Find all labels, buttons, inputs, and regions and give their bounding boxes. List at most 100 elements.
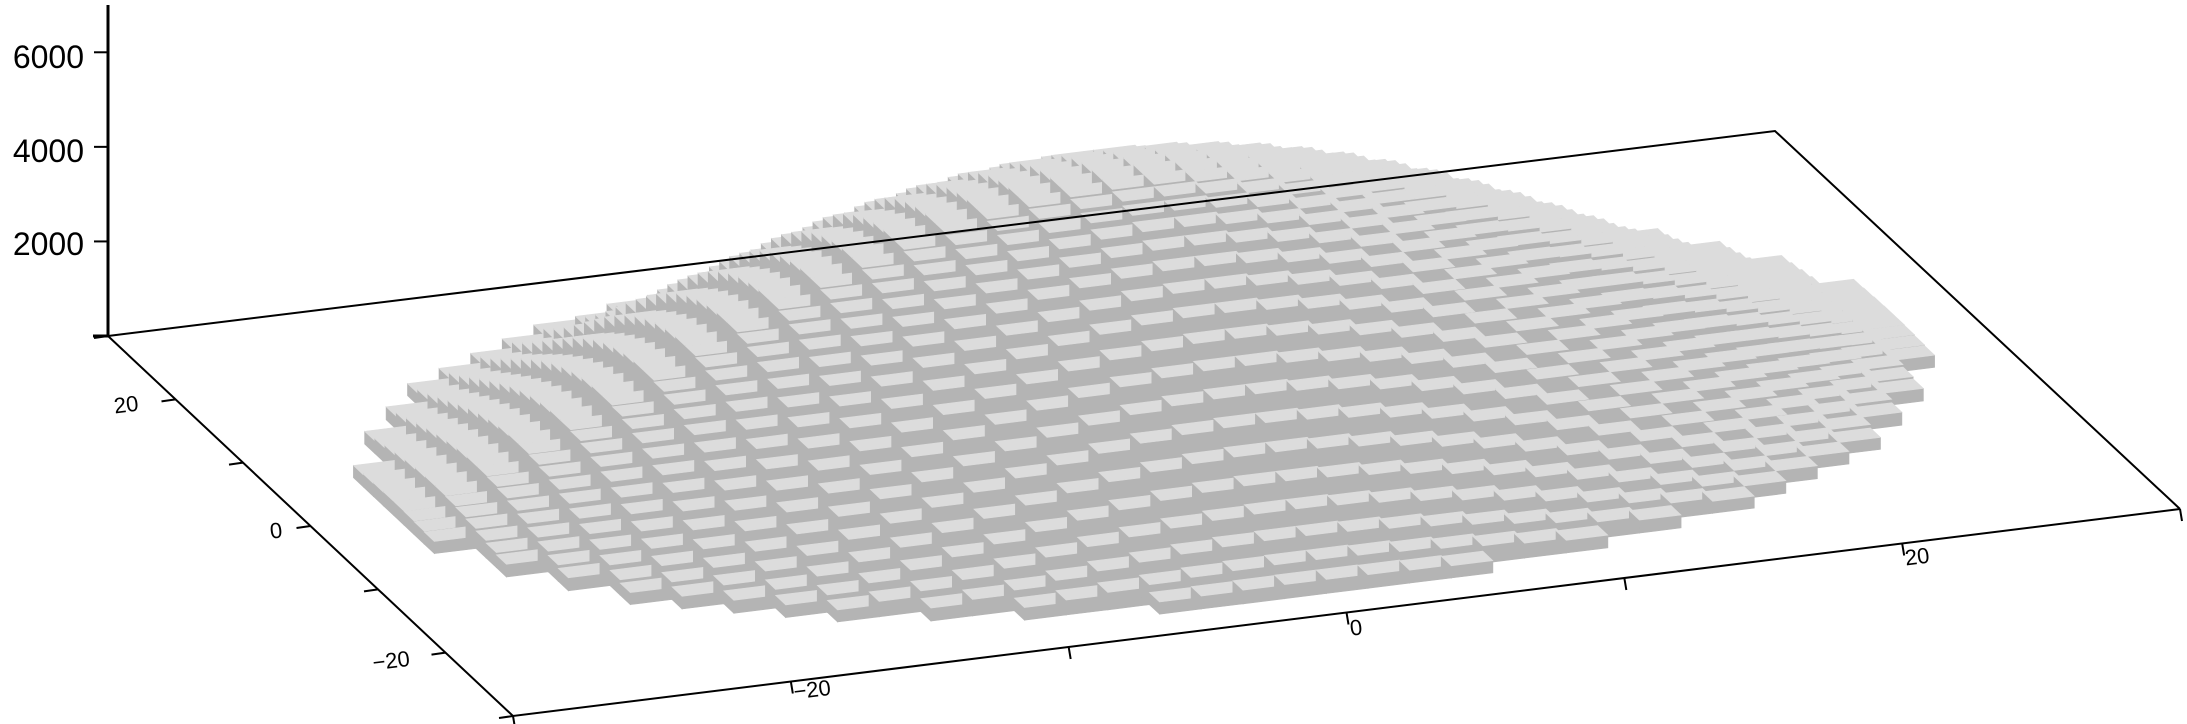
bar-top-face — [1723, 455, 1777, 471]
bar-top-face — [1629, 426, 1683, 442]
bar-top-face — [1504, 410, 1558, 426]
bar-top-face — [1257, 208, 1311, 224]
bar-top-face — [1330, 197, 1384, 213]
bar-top-face — [1733, 470, 1787, 487]
x-tick-mark — [2179, 508, 2183, 522]
bar-top-face — [1764, 455, 1819, 472]
bar-top-face — [1349, 319, 1403, 336]
bar-top-face — [1609, 379, 1663, 396]
bar-top-face — [1389, 430, 1443, 446]
bar-top-face — [1672, 356, 1726, 372]
bar-top-face — [1608, 467, 1662, 483]
bar-top-face — [1516, 339, 1570, 355]
bar-top-face — [1347, 540, 1401, 556]
bar-top-face — [1547, 324, 1601, 341]
bar-top-face — [1245, 270, 1299, 286]
x-tick-mark — [1623, 577, 1628, 591]
bar-top-face — [1234, 350, 1288, 367]
bar-top-face — [1472, 530, 1526, 547]
bar-top-face — [1402, 256, 1456, 273]
bar-top-face — [1724, 385, 1778, 401]
bar-top-face — [1461, 509, 1516, 525]
bar-top-face — [1691, 471, 1745, 487]
bar-top-face — [1495, 293, 1549, 309]
bar-top-face — [1360, 251, 1414, 268]
bar-top-face — [1517, 263, 1571, 280]
bar-top-face — [1797, 384, 1851, 400]
bar-top-face — [1276, 347, 1330, 363]
bar-top-face — [1485, 272, 1539, 288]
bar-top-face — [1566, 464, 1620, 480]
bar-top-face — [1195, 178, 1249, 194]
y-tick-mark — [228, 461, 244, 466]
bar-top-face — [1277, 247, 1331, 263]
bar-top-face — [1316, 462, 1370, 478]
bar-top-face — [1503, 508, 1557, 524]
bar-top-face — [1703, 417, 1757, 433]
bar-top-face — [1193, 250, 1248, 267]
bar-top-face — [1235, 247, 1289, 264]
bar-top-face — [1701, 486, 1755, 502]
bar-top-face — [1236, 177, 1290, 194]
bar-top-face — [1681, 452, 1735, 468]
x-tick-label: 0 — [1348, 614, 1363, 640]
bar-top-face — [1398, 555, 1452, 571]
bar-top-face — [1618, 487, 1672, 504]
bar-top-face — [1577, 395, 1632, 412]
bar-top-face — [1776, 410, 1830, 427]
bar-top-face — [1839, 389, 1893, 405]
bar-top-face — [1329, 270, 1383, 286]
bar-top-face — [1296, 404, 1350, 420]
bar-top-face — [1555, 525, 1609, 541]
bar-top-face — [1306, 433, 1360, 449]
bar-top-face — [1266, 320, 1320, 336]
bar-top-face — [1527, 282, 1581, 298]
bar-top-face — [1255, 294, 1309, 310]
bar-top-face — [1388, 536, 1442, 552]
bar-top-face — [1350, 231, 1404, 247]
bar-top-face — [1430, 533, 1484, 549]
bar-top-face — [1308, 227, 1362, 244]
y-tick-mark — [363, 588, 379, 593]
bar-top-face — [1598, 444, 1652, 460]
bar-top-face — [1371, 203, 1426, 219]
y-tick-label: −20 — [371, 646, 411, 675]
y-tick-label: 20 — [112, 391, 139, 419]
bar-top-face — [1226, 165, 1280, 182]
bar-top-face — [1473, 433, 1527, 449]
bar-top-face — [1423, 226, 1477, 242]
bar-top-face — [1452, 379, 1507, 395]
bar-top-face — [1379, 402, 1433, 418]
bar-top-face — [1557, 347, 1611, 364]
bar-top-face — [1671, 431, 1725, 448]
bar-top-face — [1286, 375, 1340, 391]
bar-top-face — [1451, 485, 1505, 501]
y-tick-mark — [431, 651, 446, 656]
labels-group: 2000 4000 6000 −20 0 20 −20 0 20 — [13, 39, 1931, 704]
bar-top-face — [1464, 308, 1518, 324]
bar-top-face — [1755, 376, 1810, 392]
bar-top-face — [1185, 166, 1239, 182]
bar-top-face — [1513, 528, 1567, 544]
bar-top-face — [1619, 403, 1673, 419]
x-tick-label: 20 — [1903, 543, 1930, 571]
bar-top-face — [1714, 366, 1768, 383]
bar-top-face — [1369, 374, 1423, 390]
bar-top-face — [1326, 490, 1380, 506]
bar-top-face — [1319, 248, 1373, 264]
bar-top-face — [1244, 378, 1298, 395]
bar-top-face — [1336, 516, 1390, 532]
bar-top-face — [1786, 427, 1840, 443]
bar-top-face — [1545, 507, 1599, 524]
bar-top-face — [1392, 236, 1446, 253]
bar-top-face — [1639, 448, 1694, 464]
bar-top-face — [1327, 373, 1382, 390]
bar-top-face — [1287, 269, 1341, 285]
bar-top-face — [1754, 440, 1808, 457]
bar-top-face — [1298, 209, 1352, 226]
bar-top-face — [1576, 487, 1630, 503]
bar-top-face — [1454, 285, 1508, 301]
bar-top-face — [1828, 427, 1882, 443]
bar-top-face — [1569, 293, 1623, 310]
bar-top-face — [1475, 253, 1529, 269]
